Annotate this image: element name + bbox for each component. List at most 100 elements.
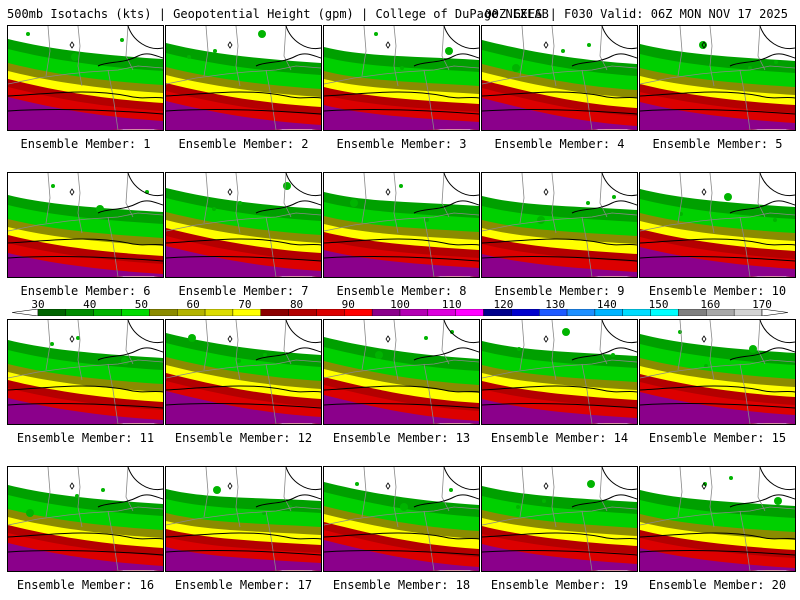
state-border bbox=[8, 65, 163, 85]
ensemble-map bbox=[8, 173, 163, 277]
isotach-patch bbox=[611, 353, 615, 357]
state-border bbox=[166, 65, 321, 85]
height-contour bbox=[127, 26, 163, 50]
state-border bbox=[203, 467, 209, 518]
state-border bbox=[441, 320, 450, 365]
state-border bbox=[265, 69, 277, 130]
isotach-patch bbox=[101, 488, 105, 492]
state-border bbox=[519, 320, 525, 371]
state-border bbox=[235, 173, 241, 234]
state-border bbox=[235, 467, 241, 528]
isotach-patch bbox=[586, 201, 590, 205]
scale-swatch bbox=[483, 309, 512, 316]
isotach-patch bbox=[400, 503, 408, 511]
scale-swatch bbox=[260, 309, 289, 316]
isotach-band bbox=[166, 101, 321, 130]
ensemble-member-label: Ensemble Member: 6 bbox=[20, 284, 151, 298]
isotach-patch bbox=[237, 359, 241, 363]
isotach-patch bbox=[748, 66, 752, 70]
isotach-patch bbox=[283, 182, 291, 190]
height-contour bbox=[285, 26, 321, 50]
scale-tick-label: 120 bbox=[493, 298, 514, 311]
height-contour bbox=[8, 532, 163, 540]
ensemble-map bbox=[166, 467, 321, 571]
state-border bbox=[709, 320, 715, 381]
scale-swatch bbox=[594, 309, 623, 316]
run-valid-time: 00Z GEFS | F030 Valid: 06Z MON NOV 17 20… bbox=[484, 7, 788, 21]
state-border bbox=[757, 173, 766, 218]
ensemble-member-label: Ensemble Member: 16 bbox=[16, 578, 155, 592]
scale-tick-label: 100 bbox=[390, 298, 410, 311]
isotach-patch bbox=[449, 488, 453, 492]
ensemble-map bbox=[482, 467, 637, 571]
ensemble-member-label: Ensemble Member: 12 bbox=[174, 431, 313, 445]
isotach-patch bbox=[587, 480, 595, 488]
scale-swatch bbox=[427, 309, 456, 316]
state-border bbox=[77, 173, 83, 234]
ensemble-panel bbox=[323, 25, 480, 131]
isotach-patch bbox=[212, 207, 216, 211]
ensemble-map bbox=[8, 26, 163, 130]
ensemble-member-label: Ensemble Member: 14 bbox=[490, 431, 629, 445]
title-bar: 500mb Isotachs (kts) | Geopotential Heig… bbox=[0, 0, 800, 24]
height-contour bbox=[571, 200, 637, 214]
isotach-patch bbox=[121, 357, 129, 365]
state-border bbox=[551, 467, 557, 528]
scale-swatch bbox=[316, 309, 345, 316]
diamond-marker-icon bbox=[69, 482, 75, 490]
state-border bbox=[757, 26, 766, 71]
scale-arrow-left-icon bbox=[12, 309, 39, 316]
height-contour bbox=[413, 347, 479, 361]
isotach-patch bbox=[425, 218, 429, 222]
isotach-patch bbox=[399, 184, 403, 188]
isotach-patch bbox=[587, 43, 591, 47]
state-border bbox=[324, 506, 479, 526]
state-border bbox=[235, 26, 241, 87]
height-contour bbox=[8, 550, 163, 556]
state-border bbox=[283, 320, 292, 365]
isotach-band bbox=[482, 399, 637, 424]
ensemble-panel bbox=[639, 319, 796, 425]
height-contour bbox=[601, 26, 637, 50]
isotach-band bbox=[8, 97, 163, 130]
ensemble-member-label: Ensemble Member: 20 bbox=[648, 578, 787, 592]
diamond-marker-icon bbox=[69, 188, 75, 196]
ensemble-panel bbox=[481, 25, 638, 131]
isotach-patch bbox=[374, 32, 378, 36]
state-border bbox=[519, 467, 525, 518]
height-contour bbox=[127, 467, 163, 491]
height-contour bbox=[482, 385, 637, 393]
state-border bbox=[423, 69, 435, 130]
height-contour bbox=[413, 494, 479, 508]
height-contour bbox=[640, 91, 795, 99]
state-border bbox=[125, 320, 134, 365]
ensemble-panel bbox=[7, 25, 164, 131]
state-border bbox=[324, 65, 479, 85]
height-contour bbox=[729, 200, 795, 214]
height-contour bbox=[166, 256, 321, 262]
state-border bbox=[265, 363, 277, 424]
height-contour bbox=[571, 347, 637, 361]
height-contour bbox=[285, 467, 321, 491]
height-contour bbox=[640, 550, 795, 556]
state-border bbox=[640, 359, 795, 379]
height-contour bbox=[601, 320, 637, 344]
height-contour bbox=[324, 256, 479, 262]
ensemble-panel bbox=[7, 319, 164, 425]
state-border bbox=[423, 216, 435, 277]
state-border bbox=[739, 216, 751, 277]
height-contour bbox=[571, 53, 637, 67]
ensemble-member-label: Ensemble Member: 5 bbox=[652, 137, 783, 151]
height-contour bbox=[166, 109, 321, 115]
height-contour bbox=[324, 403, 479, 409]
isotach-patch bbox=[774, 497, 782, 505]
diamond-marker-icon bbox=[385, 482, 391, 490]
height-contour bbox=[166, 550, 321, 556]
state-border bbox=[125, 467, 134, 512]
scale-swatch bbox=[149, 309, 178, 316]
height-contour bbox=[255, 53, 321, 67]
state-border bbox=[423, 363, 435, 424]
isotach-patch bbox=[773, 218, 777, 222]
diamond-marker-icon bbox=[543, 482, 549, 490]
isotach-patch bbox=[774, 60, 778, 64]
